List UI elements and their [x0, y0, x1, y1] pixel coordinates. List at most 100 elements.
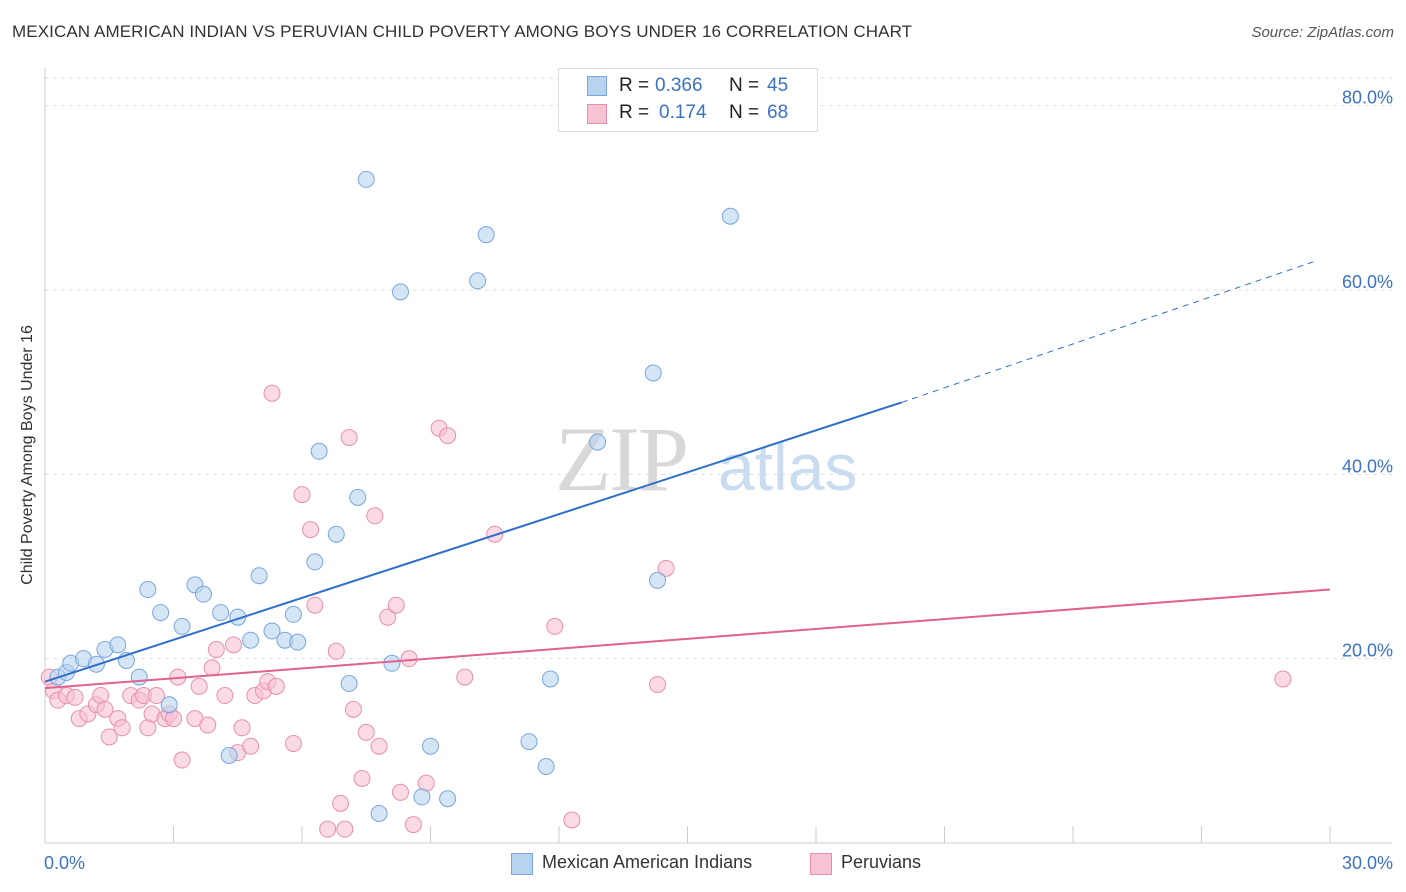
- legend-swatch-mexican-american-indians: [511, 853, 533, 875]
- legend-r-value: 0.174: [659, 102, 707, 123]
- data-point-peruvians: [207, 640, 225, 658]
- legend-n-value: 68: [767, 102, 789, 123]
- data-point-mexican-american-indians: [721, 207, 739, 225]
- data-point-mexican-american-indians: [537, 758, 555, 775]
- data-point-peruvians: [190, 677, 208, 695]
- data-point-peruvians: [366, 507, 384, 525]
- data-point-peruvians: [319, 820, 337, 838]
- data-point-mexican-american-indians: [349, 488, 367, 506]
- data-point-mexican-american-indians: [340, 675, 358, 693]
- data-point-peruvians: [400, 650, 418, 668]
- data-point-mexican-american-indians: [242, 631, 260, 649]
- data-point-mexican-american-indians: [212, 604, 230, 622]
- data-point-mexican-american-indians: [649, 571, 667, 589]
- data-point-mexican-american-indians: [306, 553, 324, 571]
- data-point-mexican-american-indians: [152, 604, 170, 622]
- trend-line-extension: [901, 260, 1318, 403]
- legend-swatch-peruvians: [810, 853, 832, 875]
- data-point-mexican-american-indians: [383, 654, 401, 672]
- x-tick-label: 0.0%: [44, 853, 85, 873]
- data-point-peruvians: [100, 728, 118, 746]
- data-point-mexican-american-indians: [130, 668, 148, 686]
- data-point-peruvians: [113, 719, 131, 737]
- legend-r-label: R =: [619, 75, 650, 96]
- data-point-mexican-american-indians: [139, 581, 157, 599]
- data-point-mexican-american-indians: [413, 788, 431, 806]
- data-point-mexican-american-indians: [250, 567, 268, 585]
- data-point-peruvians: [263, 384, 281, 402]
- data-point-peruvians: [357, 723, 375, 741]
- data-point-peruvians: [332, 794, 350, 812]
- data-point-peruvians: [546, 617, 564, 635]
- legend-swatch-pink: [587, 104, 607, 124]
- data-point-peruvians: [649, 675, 667, 693]
- data-point-peruvians: [173, 751, 191, 769]
- data-point-mexican-american-indians: [469, 272, 487, 290]
- chart-title: MEXICAN AMERICAN INDIAN VS PERUVIAN CHIL…: [12, 22, 913, 41]
- data-point-peruvians: [387, 596, 405, 614]
- data-point-peruvians: [293, 486, 311, 504]
- data-point-peruvians: [563, 811, 581, 829]
- gridlines: [45, 77, 1392, 660]
- data-point-peruvians: [439, 427, 457, 445]
- x-tick-label: 30.0%: [1342, 853, 1393, 873]
- data-point-mexican-american-indians: [284, 605, 302, 623]
- legend-n-label: N =: [729, 102, 760, 123]
- data-point-peruvians: [147, 687, 165, 705]
- data-point-peruvians: [456, 668, 474, 686]
- axes: [44, 68, 1392, 844]
- data-point-mexican-american-indians: [644, 364, 662, 382]
- legend-swatch-blue: [587, 76, 607, 96]
- data-point-peruvians: [216, 687, 234, 705]
- y-tick-label: 20.0%: [1342, 641, 1393, 661]
- data-point-peruvians: [657, 559, 675, 577]
- data-point-mexican-american-indians: [357, 170, 375, 188]
- trend-line-peruvians: [44, 588, 1331, 690]
- data-point-mexican-american-indians: [194, 585, 212, 603]
- data-point-peruvians: [344, 700, 362, 718]
- data-point-peruvians: [284, 734, 302, 752]
- data-point-mexican-american-indians: [289, 633, 307, 651]
- correlation-legend: R = 0.366 N = 45 R = 0.174 N = 68: [558, 68, 818, 132]
- trend-lines: [44, 260, 1331, 690]
- series-mexican-american-indians: [49, 170, 739, 823]
- legend-r-value: 0.366: [655, 75, 703, 96]
- data-point-peruvians: [340, 428, 358, 446]
- data-point-peruvians: [203, 659, 221, 677]
- y-tick-label: 60.0%: [1342, 272, 1393, 292]
- y-tick-label: 40.0%: [1342, 456, 1393, 476]
- data-point-peruvians: [233, 719, 251, 737]
- data-point-mexican-american-indians: [263, 622, 281, 640]
- y-tick-label: 80.0%: [1342, 88, 1393, 108]
- data-point-peruvians: [327, 642, 345, 660]
- legend-r-label: R =: [619, 102, 650, 123]
- data-point-peruvians: [404, 816, 422, 834]
- legend-label-peruvians: Peruvians: [841, 852, 922, 872]
- data-point-mexican-american-indians: [392, 283, 410, 301]
- data-point-mexican-american-indians: [370, 805, 388, 823]
- watermark-atlas: atlas: [718, 430, 857, 504]
- data-point-peruvians: [224, 636, 242, 654]
- data-point-peruvians: [306, 596, 324, 614]
- data-point-peruvians: [370, 737, 388, 755]
- series-peruvians: [40, 384, 1292, 838]
- tick-labels: 20.0% 40.0% 60.0% 80.0% 0.0% 30.0%: [44, 88, 1393, 873]
- data-point-peruvians: [199, 716, 217, 734]
- data-point-mexican-american-indians: [520, 733, 538, 751]
- data-point-mexican-american-indians: [109, 636, 127, 654]
- data-point-mexican-american-indians: [173, 617, 191, 635]
- legend-n-label: N =: [729, 75, 760, 96]
- data-point-peruvians: [302, 521, 320, 539]
- data-point-peruvians: [1274, 670, 1292, 688]
- data-point-mexican-american-indians: [589, 433, 607, 451]
- data-point-mexican-american-indians: [310, 442, 328, 460]
- data-point-peruvians: [66, 688, 84, 706]
- data-point-peruvians: [96, 700, 114, 718]
- trend-line-mexican-american-indians: [44, 401, 902, 683]
- data-point-peruvians: [392, 783, 410, 801]
- data-point-mexican-american-indians: [422, 737, 439, 755]
- watermark: ZIP atlas: [555, 408, 857, 510]
- data-point-mexican-american-indians: [327, 525, 345, 543]
- data-point-peruvians: [353, 769, 371, 787]
